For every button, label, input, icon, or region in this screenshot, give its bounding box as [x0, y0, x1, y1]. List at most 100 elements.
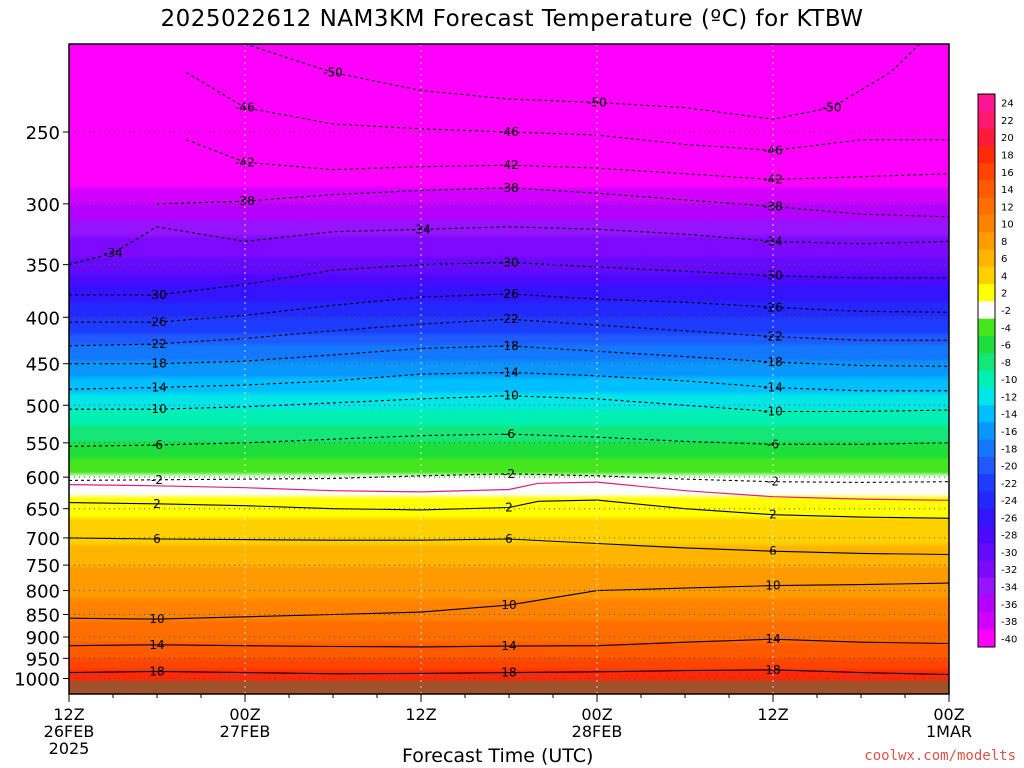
colorbar-swatch — [978, 422, 995, 441]
x-tick-label: 1MAR — [926, 722, 972, 741]
x-axis-label: Forecast Time (UTC) — [402, 745, 594, 767]
colorbar-label: 12 — [1001, 202, 1014, 213]
contour-label: 10 — [149, 612, 164, 626]
freezing-line — [69, 481, 949, 501]
contour-label: -18 — [147, 357, 167, 371]
y-tick-label: 700 — [26, 529, 60, 550]
y-tick-label: 600 — [26, 468, 60, 489]
contour-label: -6 — [767, 437, 779, 451]
colorbar-label: -6 — [1001, 341, 1011, 352]
contour-label: -2 — [767, 475, 779, 489]
contour-label: -50 — [587, 96, 607, 110]
contour-label: -18 — [763, 355, 783, 369]
contour-label: 18 — [501, 666, 516, 680]
contour-line — [69, 371, 949, 392]
colorbar-label: 10 — [1001, 220, 1014, 231]
colorbar-swatch — [978, 249, 995, 268]
contour-label: -10 — [147, 402, 167, 416]
contour-label: -34 — [763, 234, 783, 248]
colorbar-swatch — [978, 439, 995, 458]
contour-line — [69, 537, 949, 556]
contour-label: -46 — [235, 101, 255, 115]
contour-line — [69, 582, 949, 620]
contour-label: 18 — [149, 664, 164, 678]
colorbar-label: -32 — [1001, 565, 1017, 576]
y-tick-label: 950 — [26, 649, 60, 670]
colorbar-label: -16 — [1001, 427, 1017, 438]
contour-label: -14 — [499, 365, 519, 379]
contour-line — [69, 638, 949, 648]
colorbar-label: -26 — [1001, 513, 1017, 524]
contour-line — [69, 318, 949, 347]
contour-label: 10 — [501, 598, 516, 612]
colorbar-swatch — [978, 629, 995, 648]
contour-line — [69, 433, 949, 447]
colorbar-swatch — [978, 145, 995, 164]
contour-label: -2 — [151, 473, 163, 487]
colorbar-swatch — [978, 214, 995, 233]
colorbar-swatch — [978, 577, 995, 596]
colorbar-swatch — [978, 266, 995, 285]
colorbar-label: 18 — [1001, 150, 1014, 161]
contour-label: 2 — [769, 508, 777, 522]
x-tick-label: 00Z — [581, 705, 612, 724]
x-tick-label: 12Z — [53, 705, 84, 724]
chart-title: 2025022612 NAM3KM Forecast Temperature (… — [160, 6, 864, 32]
y-tick-label: 750 — [26, 556, 60, 577]
pressure-axis: 2503003504004505005506006507007508008509… — [14, 123, 69, 691]
contour-label: -46 — [763, 143, 783, 157]
colorbar-label: -10 — [1001, 375, 1017, 386]
y-tick-label: 500 — [26, 396, 60, 417]
colorbar-label: -4 — [1001, 323, 1011, 334]
y-tick-label: 350 — [26, 256, 60, 277]
colorbar-label: 14 — [1001, 185, 1014, 196]
colorbar-label: -36 — [1001, 600, 1017, 611]
x-tick-label: 00Z — [933, 705, 964, 724]
contour-label: -6 — [151, 438, 163, 452]
colorbar-swatch — [978, 526, 995, 544]
colorbar-label: -2 — [1001, 306, 1011, 317]
contour-line — [69, 499, 949, 519]
colorbar-swatch — [978, 111, 995, 130]
x-tick-label: 26FEB — [44, 722, 95, 741]
grid-lines — [69, 44, 949, 694]
y-tick-label: 250 — [26, 123, 60, 144]
contour-line — [69, 473, 949, 483]
contour-label: -10 — [499, 389, 519, 403]
y-tick-label: 800 — [26, 582, 60, 603]
contour-label: -30 — [499, 255, 519, 269]
colorbar-label: -40 — [1001, 634, 1017, 645]
y-tick-label: 550 — [26, 434, 60, 455]
credit-link[interactable]: coolwx.com/modelts — [864, 748, 1016, 764]
contour-label: -18 — [499, 339, 519, 353]
y-tick-label: 400 — [26, 308, 60, 329]
x-tick-label: 28FEB — [572, 722, 623, 741]
colorbar-label: -20 — [1001, 462, 1017, 473]
contour-label: -50 — [323, 66, 343, 80]
contour-label: -14 — [147, 381, 167, 395]
y-tick-label: 850 — [26, 605, 60, 626]
contour-label: -26 — [763, 300, 783, 314]
colorbar-swatch — [978, 595, 995, 613]
colorbar-swatch — [978, 197, 995, 216]
x-tick-label: 12Z — [757, 705, 788, 724]
colorbar-label: 4 — [1001, 271, 1007, 282]
y-tick-label: 300 — [26, 195, 60, 216]
contour-label: 14 — [501, 639, 516, 653]
colorbar-swatch — [978, 94, 995, 112]
x-tick-label: 12Z — [405, 705, 436, 724]
contour-label: -26 — [147, 315, 167, 329]
colorbar-label: 22 — [1001, 116, 1014, 127]
ground-band — [69, 681, 949, 694]
x-tick-label: 00Z — [229, 705, 260, 724]
colorbar-swatch — [978, 491, 995, 510]
colorbar-label: -12 — [1001, 392, 1017, 403]
contour-line — [69, 345, 949, 367]
colorbar-label: 6 — [1001, 254, 1007, 265]
colorbar-frame — [977, 93, 996, 648]
colorbar-swatch — [978, 508, 995, 527]
colorbar: 24 22 20 18 16 14 12 10 8 6 4 2 -2 -4 -6 -8 -10 -12 -14 -16… — [977, 93, 1017, 648]
contour-label: 6 — [153, 532, 161, 546]
